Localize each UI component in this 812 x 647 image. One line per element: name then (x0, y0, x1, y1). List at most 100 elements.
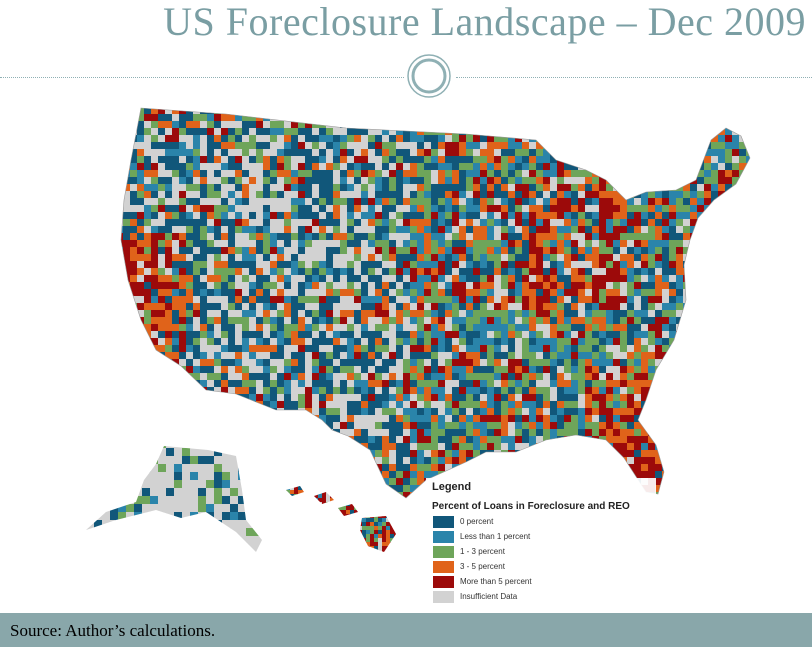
county-cell (585, 184, 593, 192)
county-cell (431, 114, 439, 122)
county-cell (739, 177, 747, 185)
county-cell (683, 184, 691, 192)
county-cell (620, 408, 628, 416)
county-cell (494, 282, 502, 290)
county-cell (501, 331, 509, 339)
county-cell (305, 184, 313, 192)
county-cell (221, 359, 229, 367)
county-cell (340, 296, 348, 304)
county-cell (284, 226, 292, 234)
county-cell (438, 177, 446, 185)
county-cell (123, 212, 131, 220)
county-cell (697, 387, 705, 395)
county-cell (501, 212, 509, 220)
county-cell (466, 135, 474, 143)
county-cell (417, 331, 425, 339)
county-cell (403, 359, 411, 367)
county-cell (410, 366, 418, 374)
county-cell (683, 429, 691, 437)
county-cell (382, 247, 390, 255)
county-cell (438, 310, 446, 318)
county-cell (627, 268, 635, 276)
county-cell (151, 310, 159, 318)
county-cell (424, 429, 432, 437)
county-cell (564, 429, 572, 437)
county-cell (676, 128, 684, 136)
county-cell (361, 331, 369, 339)
county-cell (599, 163, 607, 171)
county-cell (557, 177, 565, 185)
county-cell (396, 303, 404, 311)
county-cell (571, 198, 579, 206)
county-cell (207, 303, 215, 311)
county-cell (172, 163, 180, 171)
county-cell (683, 240, 691, 248)
county-cell (697, 338, 705, 346)
county-cell (585, 331, 593, 339)
county-cell (599, 303, 607, 311)
county-cell (207, 338, 215, 346)
county-cell (592, 422, 600, 430)
county-cell (256, 324, 264, 332)
county-cell (438, 233, 446, 241)
county-cell (121, 240, 124, 248)
county-cell (501, 457, 509, 465)
county-cell (361, 338, 369, 346)
county-cell (417, 457, 425, 465)
county-cell (557, 408, 565, 416)
county-cell (263, 303, 271, 311)
county-cell (144, 205, 152, 213)
county-cell (459, 142, 467, 150)
county-cell (305, 170, 313, 178)
county-cell (249, 338, 257, 346)
county-cell (375, 289, 383, 297)
county-cell (186, 226, 194, 234)
county-cell (655, 303, 663, 311)
county-cell (529, 163, 537, 171)
county-cell (137, 345, 145, 353)
county-cell (417, 387, 425, 395)
county-cell (249, 247, 257, 255)
county-cell (144, 338, 152, 346)
county-cell (739, 108, 747, 115)
county-cell (403, 163, 411, 171)
county-cell (130, 429, 138, 437)
county-cell (151, 394, 159, 402)
county-cell (326, 408, 334, 416)
county-cell (291, 366, 299, 374)
county-cell (452, 387, 460, 395)
county-cell (263, 170, 271, 178)
county-cell (725, 108, 733, 115)
county-cell (242, 464, 250, 472)
county-cell (655, 247, 663, 255)
county-cell (340, 100, 347, 107)
county-cell (753, 254, 760, 261)
county-cell (291, 317, 299, 325)
county-cell (718, 387, 726, 395)
county-cell (676, 108, 684, 115)
county-cell (298, 408, 306, 416)
county-cell (410, 135, 418, 143)
county-cell (627, 205, 635, 213)
county-cell (459, 338, 467, 346)
county-cell (487, 289, 495, 297)
county-cell (669, 429, 677, 437)
county-cell (501, 415, 509, 423)
county-cell (123, 436, 131, 444)
county-cell (501, 149, 509, 157)
county-cell (711, 108, 719, 115)
county-cell (137, 219, 145, 227)
county-cell (522, 464, 530, 472)
county-cell (228, 212, 236, 220)
county-cell (305, 282, 313, 290)
county-cell (648, 261, 656, 269)
county-cell (466, 352, 474, 360)
county-cell (592, 331, 600, 339)
county-cell (606, 457, 614, 465)
county-cell (480, 219, 488, 227)
county-cell (557, 198, 565, 206)
county-cell (718, 366, 726, 374)
county-cell (515, 212, 523, 220)
county-cell (662, 373, 670, 381)
county-cell (326, 128, 334, 136)
